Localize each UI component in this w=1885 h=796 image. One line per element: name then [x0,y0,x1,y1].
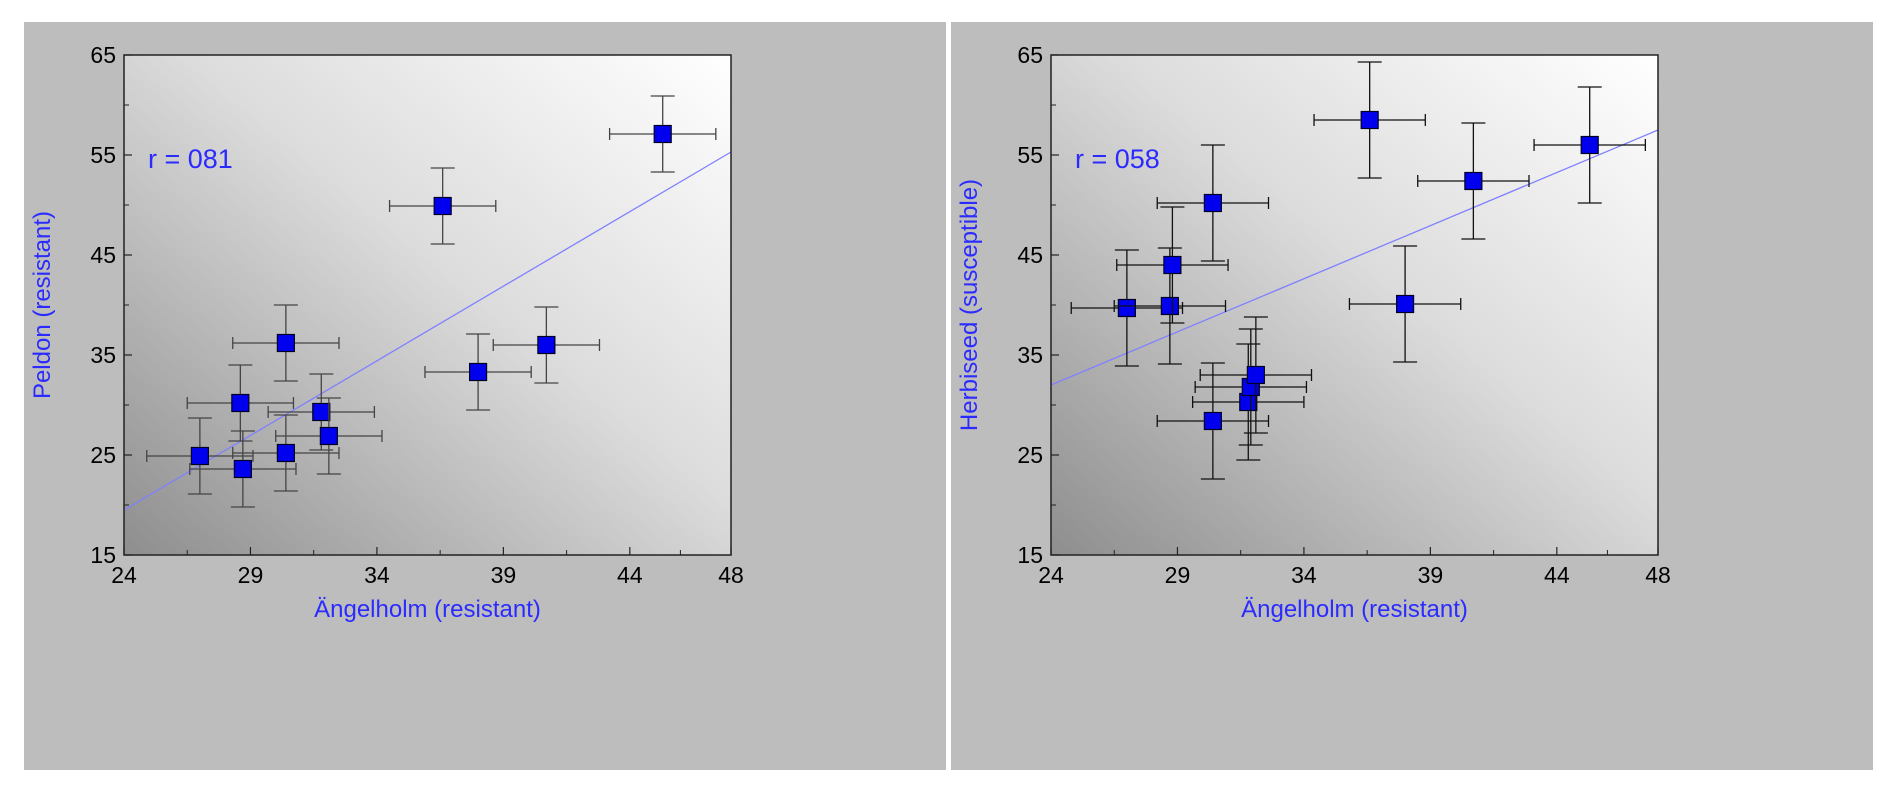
y-tick-label: 35 [1017,342,1043,368]
correlation-label: r = 058 [1075,144,1160,174]
data-point [1199,316,1313,434]
x-tick-label: 34 [1291,562,1317,588]
correlation-label: r = 081 [148,144,233,174]
data-point [232,414,340,492]
x-tick-label: 34 [364,562,390,588]
data-marker [1160,296,1179,316]
y-tick-label: 35 [90,342,116,368]
x-tick-label: 39 [491,562,517,588]
data-marker [1464,171,1483,191]
data-point [232,304,340,382]
plot-frame [123,54,732,556]
scatter-chart-herbiseed: 24 29 34 39 44 48 15 25 35 45 55 65 r = 058 Ängelho… [956,42,1671,623]
data-marker [653,124,672,144]
data-point [1116,206,1229,324]
x-tick-label: 48 [1645,562,1671,588]
chart-panel-left: 24 29 34 39 44 48 15 25 35 45 55 65 r = 081 Ängelho… [24,22,946,770]
data-marker [537,335,556,355]
data-marker [1117,298,1136,318]
x-tick-label: 39 [1418,562,1444,588]
scatter-chart-peldon: 24 29 34 39 44 48 15 25 35 45 55 65 r = 081 Ängelho… [29,42,744,623]
data-point [492,306,601,384]
data-point [1156,362,1270,480]
data-point [1533,86,1647,204]
y-axis-label: Herbiseed (susceptible) [956,179,983,431]
plot-area [1051,55,1658,555]
data-marker [1360,110,1379,130]
x-tick-label: 29 [238,562,264,588]
data-point [1191,343,1305,461]
x-tick-label: 24 [111,562,137,588]
x-axis-label: Ängelholm (resistant) [1241,596,1468,623]
data-point [1313,61,1426,179]
data-marker [468,362,488,382]
y-tick-label: 15 [90,542,116,568]
x-tick-label: 29 [1165,562,1191,588]
data-point [1348,245,1462,363]
y-axis-label: Peldon (resistant) [29,211,56,399]
data-marker [1163,255,1182,275]
chart-panel-right: 24 29 34 39 44 48 15 25 35 45 55 65 r = 058 Ängelho… [951,22,1873,770]
x-tick-label: 48 [718,562,744,588]
plot-area [124,55,731,555]
y-tick-label: 25 [90,442,116,468]
x-axis-label: Ängelholm (resistant) [314,596,541,623]
data-marker [312,402,331,422]
y-tick-label: 15 [1017,542,1043,568]
y-tick-label: 55 [1017,142,1043,168]
data-marker [233,459,252,479]
x-tick-label: 24 [1038,562,1064,588]
data-point [388,167,497,245]
data-point [1156,144,1270,262]
data-point [189,430,297,508]
y-tick-label: 55 [90,142,116,168]
data-point [424,333,532,411]
x-tick-label: 44 [617,562,643,588]
data-marker [276,333,295,353]
data-marker [1203,193,1222,213]
data-marker [1203,411,1222,431]
data-marker [231,393,250,413]
data-marker [1395,294,1415,314]
data-marker [319,426,338,446]
regression-line [1050,129,1659,386]
y-tick-label: 65 [90,42,116,68]
data-marker [276,443,295,463]
data-point [275,397,383,475]
data-point [1417,122,1530,240]
data-point [146,417,254,495]
data-marker [1246,365,1265,385]
y-tick-label: 45 [1017,242,1043,268]
data-point [608,95,717,173]
x-tick-label: 44 [1544,562,1570,588]
regression-line [123,151,732,511]
data-marker [1580,135,1599,155]
y-tick-label: 65 [1017,42,1043,68]
plot-frame [1050,54,1659,556]
y-tick-label: 25 [1017,442,1043,468]
data-marker [433,196,452,216]
data-marker [190,446,209,466]
y-tick-label: 45 [90,242,116,268]
data-point [186,364,295,442]
